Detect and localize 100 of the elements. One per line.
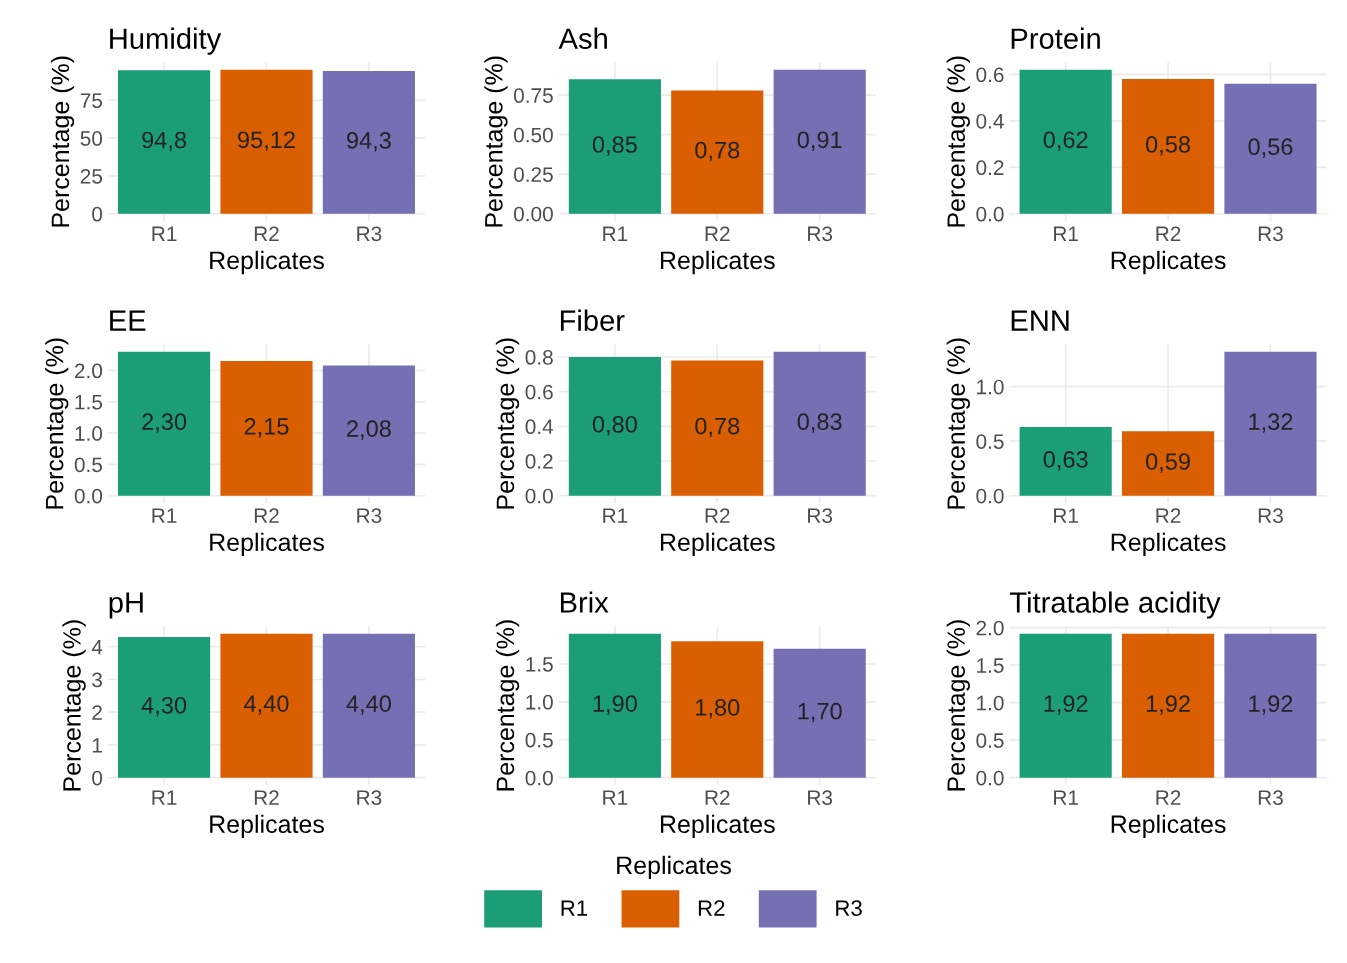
- legend-label: R2: [698, 900, 725, 916]
- y-axis-title: Percentage (%): [62, 620, 86, 791]
- data-label: 4,40: [346, 695, 391, 715]
- x-tick-label: R3: [357, 790, 382, 806]
- y-tick-label: 1.0: [977, 695, 1004, 711]
- data-label: 94,3: [347, 132, 391, 152]
- data-label: 0,85: [592, 136, 637, 156]
- x-tick-label: R1: [1054, 226, 1078, 241]
- y-tick-label: 0.0: [525, 488, 553, 504]
- data-label: 1,70: [798, 702, 842, 723]
- y-tick-label: 0.0: [74, 488, 103, 504]
- data-label: 1,92: [1249, 695, 1293, 715]
- data-label: 1,32: [1249, 413, 1293, 433]
- y-tick-label: 0.2: [525, 453, 553, 469]
- chart-title: ENN: [1011, 310, 1069, 331]
- x-axis-title: Replicates: [1111, 532, 1226, 557]
- x-tick-label: R3: [808, 226, 833, 242]
- y-tick-label: 0.0: [976, 206, 1004, 222]
- y-axis-title: Percentage (%): [45, 338, 69, 509]
- y-tick-label: 2.0: [976, 620, 1004, 636]
- data-label: 1,90: [593, 695, 637, 715]
- chart-title: Brix: [560, 591, 609, 613]
- chart-title: EE: [110, 310, 146, 331]
- data-label: 0,80: [592, 415, 637, 436]
- data-label: 1,92: [1146, 695, 1190, 715]
- data-label: 2,08: [347, 420, 391, 440]
- x-tick-label: R3: [357, 226, 382, 242]
- data-label: 0,56: [1248, 138, 1293, 158]
- x-axis-title: Replicates: [210, 250, 324, 275]
- y-tick-label: 1.5: [977, 658, 1004, 673]
- data-label: 0,62: [1043, 131, 1088, 151]
- x-tick-label: R2: [1156, 790, 1181, 805]
- bar: [1019, 69, 1112, 214]
- y-tick-label: 0.4: [976, 113, 1004, 129]
- bar: [671, 90, 764, 214]
- data-label: 0,91: [797, 131, 842, 151]
- bar: [671, 641, 764, 778]
- y-tick-label: 0.6: [976, 67, 1004, 83]
- data-label: 95,12: [238, 131, 295, 151]
- data-label: 4,30: [141, 696, 187, 717]
- x-tick-label: R1: [603, 790, 628, 805]
- y-axis-title: Percentage (%): [946, 338, 970, 509]
- y-tick-label: 0.75: [513, 88, 553, 103]
- y-tick-label: 0.00: [513, 206, 553, 222]
- chart-title: Titratable acidity: [1009, 591, 1221, 619]
- data-label: 0,78: [695, 417, 740, 438]
- chart-title: Ash: [558, 27, 607, 49]
- y-tick-label: 2: [92, 705, 102, 720]
- x-axis-title: Replicates: [660, 250, 775, 275]
- data-label: 0,58: [1146, 136, 1191, 156]
- x-tick-label: R1: [1054, 508, 1078, 523]
- chart-title: Fiber: [560, 309, 625, 331]
- data-label: 0,83: [797, 413, 842, 433]
- x-tick-label: R2: [1156, 508, 1181, 523]
- x-tick-label: R2: [254, 790, 279, 805]
- x-tick-label: R3: [1258, 508, 1283, 524]
- y-tick-label: 0.0: [525, 770, 553, 786]
- data-label: 0,63: [1043, 450, 1088, 471]
- y-tick-label: 0.8: [525, 350, 553, 365]
- y-tick-label: 0.5: [976, 434, 1004, 449]
- bar: [1121, 431, 1215, 496]
- y-tick-label: 75: [80, 93, 103, 109]
- x-tick-label: R2: [705, 226, 730, 241]
- x-tick-label: R1: [603, 508, 628, 523]
- data-label: 1,92: [1044, 695, 1088, 715]
- x-tick-label: R1: [603, 226, 628, 241]
- x-axis-title: Replicates: [210, 814, 324, 838]
- y-axis-title: Percentage (%): [946, 56, 970, 227]
- bar: [773, 648, 866, 778]
- x-tick-label: R1: [1054, 790, 1078, 805]
- bar: [773, 69, 866, 214]
- x-axis-title: Replicates: [1111, 250, 1226, 275]
- y-tick-label: 3: [92, 672, 102, 688]
- y-tick-label: 0: [92, 206, 103, 222]
- y-tick-label: 25: [80, 168, 103, 184]
- y-tick-label: 2.0: [74, 363, 103, 379]
- data-label: 94,8: [142, 131, 187, 152]
- data-label: 2,15: [244, 418, 289, 438]
- y-axis-title: Percentage (%): [495, 338, 520, 509]
- chart-title: Humidity: [110, 27, 222, 55]
- legend-label: R3: [836, 900, 862, 916]
- x-axis-title: Replicates: [1111, 814, 1226, 838]
- y-axis-title: Percentage (%): [484, 56, 508, 227]
- x-tick-label: R3: [1258, 226, 1283, 242]
- y-axis-title: Percentage (%): [946, 620, 970, 791]
- y-tick-label: 0: [92, 770, 103, 786]
- y-tick-label: 0.6: [525, 384, 553, 400]
- bar: [1019, 426, 1112, 496]
- y-tick-label: 1.0: [526, 694, 553, 710]
- x-tick-label: R2: [254, 508, 279, 523]
- y-tick-label: 1.5: [526, 657, 553, 672]
- bar: [568, 633, 661, 778]
- y-tick-label: 50: [80, 131, 103, 146]
- y-tick-label: 0.25: [513, 167, 553, 182]
- x-tick-label: R2: [1156, 226, 1181, 241]
- data-label: 2,30: [142, 413, 187, 433]
- legend-label: R1: [561, 900, 588, 916]
- chart-title: pH: [109, 592, 143, 619]
- x-tick-label: R3: [808, 508, 833, 524]
- x-tick-label: R3: [357, 508, 382, 524]
